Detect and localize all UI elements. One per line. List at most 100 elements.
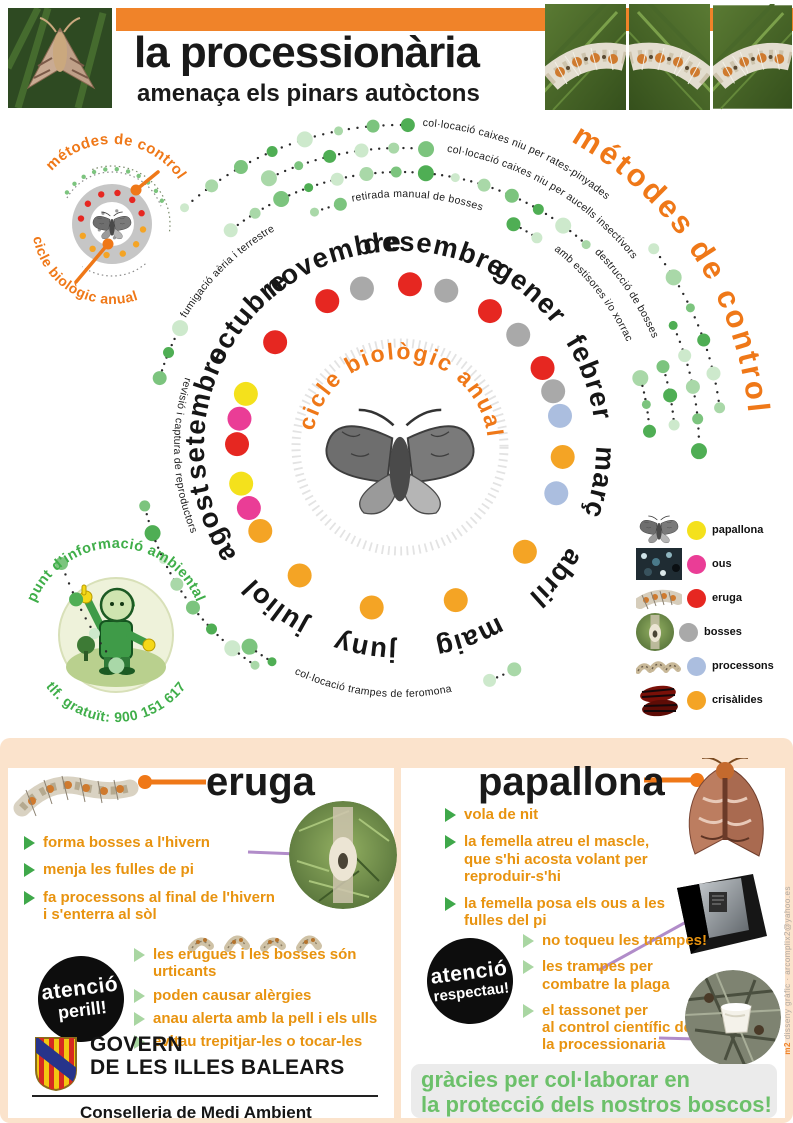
legend-dot-bosses [679,622,698,642]
government-rule [32,1095,378,1097]
info-mascot [58,577,174,693]
header-caterpillar-photos [545,4,792,110]
bullet-text: menja les fulles de pi [43,861,194,879]
bullet-text: les erugues i les bosses són urticants [153,946,357,981]
stage-dot-bosses [349,276,374,301]
stage-dot-eruga [477,299,502,324]
control-arc-dot [108,657,125,674]
legend-dot-ous [687,554,706,574]
control-arc-dot [477,178,491,192]
bullet-item: poden causar alèrgies [134,987,394,1004]
legend-item-eruga: eruga [636,582,791,614]
bullet-arrow-icon [24,863,35,878]
stage-dot-eruga [263,330,288,355]
control-arc-dot [483,673,497,687]
pheromone-trap-photo [677,874,767,954]
eruga-bullet-list: forma bosses a l'hivern menja les fulles … [24,834,275,923]
bullet-arrow-icon [134,948,145,962]
control-arc-dot [706,366,721,381]
government-line2: DE LES ILLES BALEARS [90,1055,345,1079]
control-arc-dot [139,500,151,512]
control-arc-dot [697,333,711,347]
control-arc-dot [531,232,543,244]
bullet-arrow-icon [134,1011,145,1026]
eruga-connector-dot [138,775,152,789]
bullet-text: fa processons al final de l'hivern i s'e… [43,888,275,923]
control-arc-dot [692,413,704,425]
legend-label: bosses [704,626,742,638]
control-arc-dot [417,165,434,182]
credit-text: disseny gràfic · arcomplix2@yahoo.es [783,886,792,1043]
bullet-item: forma bosses a l'hivern [24,834,275,851]
legend-dot-papallona [687,520,706,540]
control-arc-dot [323,149,337,163]
center-moth-illustration [325,408,475,516]
bullet-item: no toqueu les trampes! [523,932,707,949]
eruga-card: eruga forma bosses a l'hivern menja les f… [8,762,397,1122]
bullet-item: el tassonet per al control científic de … [523,1002,707,1054]
control-arc-dot [223,223,238,238]
thanks-line2: la protecció dels nostros boscos! [421,1091,772,1117]
control-arc-dot [241,638,258,655]
legend-item-crisàlides: crisàlides [636,684,791,716]
bossa-photo [289,801,397,909]
bullet-text: anau alerta amb la pell i els ulls [153,1009,378,1027]
papallona-bullet-list: vola de nit la femella atreu el mascle, q… [445,806,665,930]
danger-word2: perill! [56,997,108,1023]
control-arc-dot [206,623,218,635]
control-arc-dot [260,170,277,187]
legend-dot-processons [687,656,706,676]
bullet-text: forma bosses a l'hivern [43,834,210,851]
bullet-text: vola de nit [464,806,539,823]
control-arc-dot [663,388,678,403]
bullet-text: no toqueu les trampes! [542,932,708,949]
credit-prefix: m2 [783,1042,792,1055]
control-arc-dot [555,217,572,234]
stage-dot-crisàlides [287,563,312,588]
control-arc-label: col·locació trampes de feromona [293,665,453,700]
bullet-text: les trampes per combatre la plaga [542,958,670,993]
stage-dot-ous [236,496,261,521]
control-arc-dot [685,303,695,313]
control-arc-dot [55,557,69,571]
bullet-text: el tassonet per al control científic de … [542,1001,693,1054]
stage-dot-eruga [530,355,555,380]
legend-label: crisàlides [712,694,763,706]
bullet-text: la femella atreu el mascle, que s'hi aco… [464,833,650,885]
thanks-line1: gràcies per col·laborar en [421,1067,690,1092]
bullet-text: la femella posa els ous a les fulles del… [464,895,665,930]
stage-dot-processons [548,403,573,428]
bullet-item: la femella posa els ous a les fulles del… [445,895,665,930]
design-credit: m2 disseny gràfic · arcomplix2@yahoo.es [783,886,792,1055]
control-arc-dot [152,371,167,386]
control-arc-dot [334,126,344,136]
bullet-arrow-icon [523,1003,534,1018]
control-arc-dot [205,179,219,193]
control-arc-dot [249,207,261,219]
control-arc-dot [581,240,591,250]
papallona-title: papallona [478,760,665,804]
legend-thumb-bosses [636,613,674,651]
legend: papallona ous eruga bosses processons crisàli… [636,514,791,718]
month-label-març: març [578,446,621,523]
bullet-item: anau alerta amb la pell i els ulls [134,1010,394,1027]
bullet-arrow-icon [445,835,456,850]
legend-thumb-crisàlides [636,682,682,718]
legend-thumb-eruga [636,583,682,613]
legend-thumb-processons [636,653,682,679]
control-arc-dot [330,172,344,186]
control-arc-dot [641,399,651,409]
control-arc-dot [233,160,248,175]
stage-dot-crisàlides [550,444,575,469]
stage-dot-bosses [506,322,531,347]
legend-label: ous [712,558,732,570]
control-arc-dot [656,360,670,374]
stage-dot-crisàlides [359,595,384,620]
control-arc-dot [185,600,200,615]
control-arc-dot [648,243,660,255]
stage-dot-eruga [397,272,422,297]
control-arc-dot [665,269,682,286]
page-title: la processionària [134,28,480,77]
month-label-maig: maig [432,612,509,665]
control-arc-dot [507,662,522,677]
